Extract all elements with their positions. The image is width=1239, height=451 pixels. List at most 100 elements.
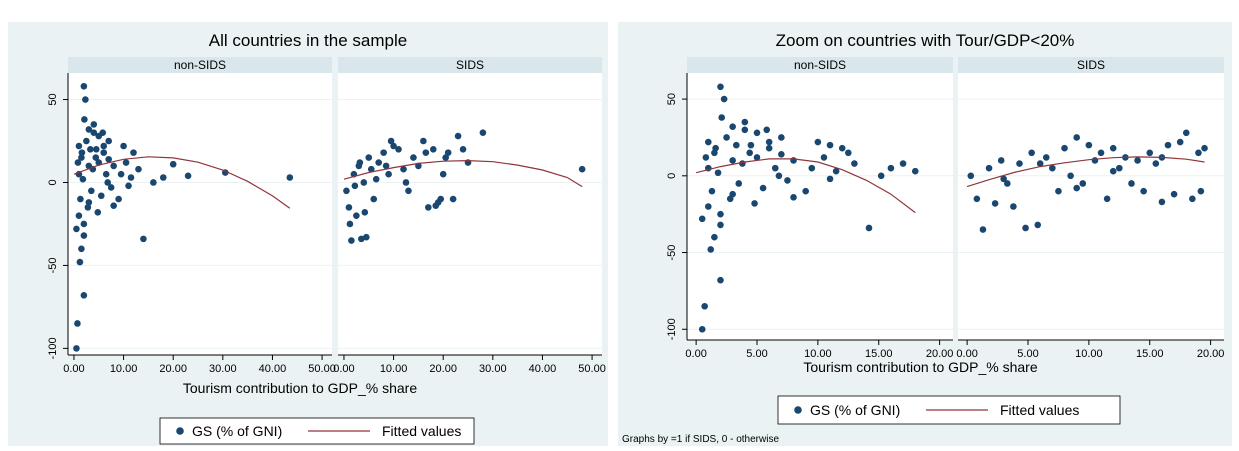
scatter-point [1182,129,1190,137]
scatter-point [367,165,375,173]
x-axis-title: Tourism contribution to GDP_% share [183,380,417,396]
legend-label: Fitted values [1000,402,1079,418]
scatter-point [459,146,467,153]
y-tick-label: 0 [666,173,678,179]
scatter-point [85,199,93,206]
scatter-point [94,209,102,216]
scatter-point [729,157,736,164]
scatter-point [358,235,365,243]
scatter-point [759,184,767,192]
facet-strip [687,57,953,73]
y-tick-label: -100 [47,337,59,359]
scatter-point [429,146,437,153]
scatter-point [701,302,708,310]
scatter-point [747,141,755,149]
scatter-point [1022,224,1029,232]
scatter-point [405,187,412,195]
scatter-point [1000,175,1007,183]
x-tick-label: 10.00 [1075,348,1103,360]
scatter-point [110,202,117,210]
scatter-point [120,142,127,150]
scatter-point [723,134,730,141]
scatter-point [763,126,771,134]
x-tick-label: 0.00 [685,348,706,360]
x-tick-label: 10.00 [804,348,832,360]
scatter-point [130,149,137,156]
scatter-point [771,164,779,172]
scatter-point [372,175,380,183]
x-tick-label: 0.00 [956,348,977,360]
facet-label: non-SIDS [174,58,226,72]
scatter-point [479,129,487,137]
scatter-point [360,179,368,186]
scatter-point [380,149,387,156]
x-tick-label: 5.00 [746,348,767,360]
scatter-point [720,95,728,103]
scatter-point [449,195,457,203]
scatter-point [1034,221,1042,229]
scatter-point [100,149,108,156]
scatter-point [1073,184,1080,192]
y-tick-label: -100 [666,318,678,340]
scatter-point [402,179,410,186]
scatter-point [81,116,88,123]
legend-label: GS (% of GNI) [192,423,282,439]
scatter-point [712,144,719,152]
scatter-point [385,170,392,178]
x-tick-label: 15.00 [1136,348,1164,360]
fitted-line [966,156,1205,188]
scatter-point [741,126,749,134]
scatter-point [82,96,89,103]
plot-area [958,73,1224,340]
scatter-point [802,187,809,195]
scatter-point [705,203,712,210]
scatter-point [814,138,822,146]
scatter-point [751,200,758,207]
scatter-point [99,129,107,137]
x-tick-label: 20.00 [429,363,457,375]
scatter-point [362,233,370,241]
scatter-point [90,121,98,128]
scatter-point [1128,180,1135,187]
x-tick-label: 0.00 [333,363,354,375]
legend-label: Fitted values [382,423,461,439]
scatter-point [832,167,840,175]
scatter-point [578,165,586,173]
scatter-point [1091,157,1099,164]
scatter-point [286,174,294,181]
scatter-point [708,187,716,195]
scatter-point [87,146,94,153]
scatter-point [808,164,816,172]
plot-area [68,73,332,355]
scatter-point [698,215,706,223]
scatter-point [1085,141,1093,149]
fitted-line [695,158,916,214]
scatter-point [105,155,112,163]
scatter-point [76,258,84,266]
x-tick-label: 30.00 [479,363,507,375]
scatter-point [117,170,125,178]
y-tick-label: 50 [666,93,678,105]
scatter-point [739,160,746,167]
scatter-point [356,159,364,166]
scatter-point [351,182,359,190]
scatter-point [729,123,736,131]
legend-marker [176,427,184,435]
scatter-point [125,182,132,190]
scatter-point [698,325,706,333]
scatter-point [1036,160,1044,167]
scatter-point [1116,164,1123,172]
scatter-point [1158,198,1166,206]
scatter-point [707,246,715,253]
scatter-point [717,83,724,91]
x-tick-label: 0.00 [63,363,84,375]
scatter-point [826,141,834,149]
scatter-point [718,114,725,121]
scatter-point [753,154,761,161]
legend-marker [794,406,802,414]
scatter-point [80,232,88,239]
scatter-point [717,276,724,284]
scatter-point [985,164,993,172]
scatter-point [1146,149,1154,157]
scatter-point [778,134,785,141]
